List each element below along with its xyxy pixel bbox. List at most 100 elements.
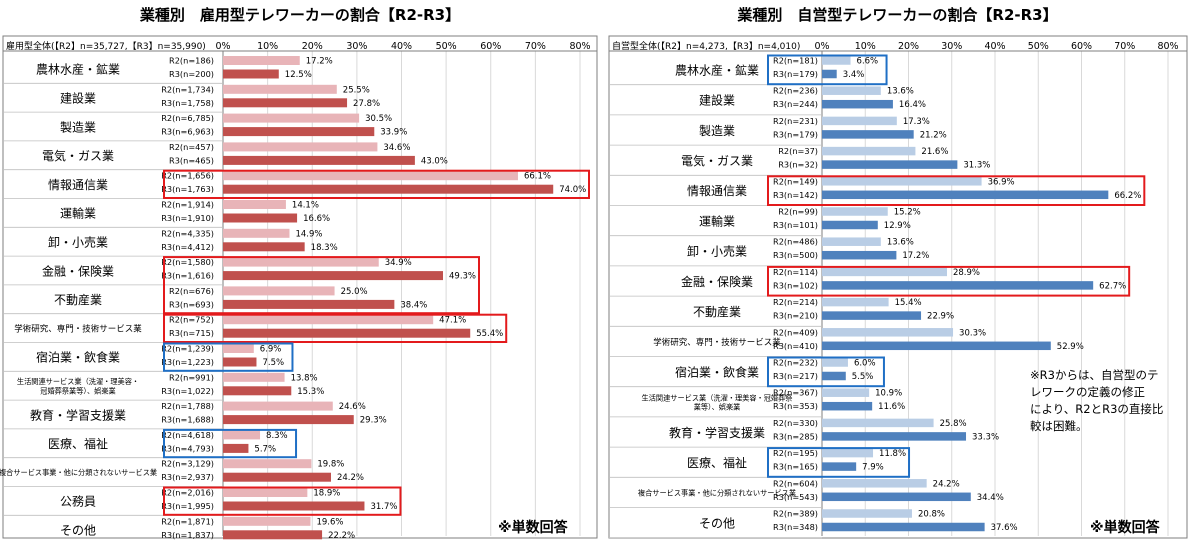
r2-sample-label: R2(n=4,335) — [161, 228, 214, 238]
r2-value-label: 17.2% — [306, 57, 333, 67]
definition-change-note: ※R3からは、自営型のテ レワークの定義の修正 により、R2とR3の直接比 較は困難。 — [1030, 367, 1182, 435]
industry-label: 医療、福祉 — [687, 455, 747, 470]
r2-sample-label: R2(n=389) — [773, 509, 818, 519]
right-single-answer-note: ※単数回答 — [1090, 520, 1160, 536]
r3-bar — [223, 155, 415, 165]
r2-value-label: 34.6% — [383, 143, 410, 153]
highlight-box — [767, 356, 885, 388]
r2-value-label: 34.9% — [385, 258, 412, 268]
r3-sample-label: R3(n=1,022) — [161, 386, 214, 396]
r2-bar — [822, 267, 947, 277]
r3-bar — [822, 311, 922, 320]
r2-sample-label: R2(n=114) — [773, 267, 818, 277]
r3-bar — [223, 271, 444, 281]
r3-bar — [822, 99, 893, 109]
r2-sample-label: R2(n=195) — [773, 448, 818, 458]
r3-sample-label: R3(n=101) — [773, 220, 818, 230]
r3-bar — [223, 530, 323, 540]
r3-sample-label: R3(n=1,758) — [161, 98, 214, 108]
r3-value-label: 22.9% — [927, 312, 954, 322]
r2-bar — [223, 171, 518, 181]
r3-value-label: 16.4% — [899, 100, 926, 110]
highlight-box — [767, 175, 1146, 207]
r3-sample-label: R3(n=1,223) — [161, 357, 214, 367]
x-tick-label: 0% — [215, 41, 230, 52]
r2-bar — [223, 56, 300, 65]
r2-value-label: 13.6% — [887, 238, 914, 248]
r3-bar — [223, 472, 331, 482]
x-tick-label: 30% — [941, 41, 962, 52]
r3-bar — [223, 98, 348, 108]
r3-bar — [822, 190, 1109, 200]
r3-bar — [223, 127, 375, 137]
r2-bar — [223, 430, 261, 440]
r3-value-label: 33.3% — [972, 432, 999, 442]
r2-value-label: 30.5% — [365, 114, 392, 124]
r3-sample-label: R3(n=1,837) — [161, 530, 214, 540]
r2-bar — [223, 113, 360, 123]
r3-value-label: 43.0% — [421, 156, 448, 166]
r3-sample-label: R3(n=410) — [773, 341, 818, 351]
industry-label: 農林水産・鉱業 — [675, 62, 759, 77]
r3-value-label: 31.7% — [370, 502, 397, 512]
industry-label: 公務員 — [60, 495, 96, 509]
r2-value-label: 36.9% — [988, 177, 1015, 187]
r3-sample-label: R3(n=348) — [773, 522, 818, 532]
r2-value-label: 6.6% — [857, 57, 879, 67]
r3-sample-label: R3(n=4,793) — [161, 443, 214, 453]
r3-sample-label: R3(n=285) — [773, 431, 818, 441]
r2-bar — [223, 200, 286, 209]
r2-bar — [822, 448, 874, 458]
r2-value-label: 20.8% — [918, 510, 945, 520]
r2-value-label: 19.6% — [316, 517, 343, 527]
highlight-box — [767, 447, 911, 478]
r3-value-label: 34.4% — [977, 493, 1004, 503]
industry-label: 業等）、娯楽業 — [694, 402, 741, 411]
r2-sample-label: R2(n=4,618) — [161, 430, 214, 440]
industry-label: その他 — [699, 516, 735, 530]
r3-value-label: 29.3% — [360, 416, 387, 426]
r2-value-label: 13.6% — [887, 87, 914, 97]
r3-bar — [822, 281, 1094, 290]
r2-bar — [822, 328, 954, 337]
r3-sample-label: R3(n=353) — [773, 401, 818, 411]
r2-sample-label: R2(n=991) — [169, 372, 214, 382]
industry-label: 冠婚葬祭業等）、娯楽業 — [40, 386, 115, 395]
label-column — [610, 51, 822, 536]
r3-value-label: 24.2% — [337, 473, 364, 483]
r3-sample-label: R3(n=142) — [773, 190, 818, 200]
chart-frame — [608, 35, 1188, 539]
r2-value-label: 24.6% — [339, 402, 366, 412]
r2-bar — [822, 237, 881, 246]
industry-label: 運輸業 — [60, 206, 96, 221]
industry-label: 建設業 — [60, 91, 96, 106]
x-tick-label: 80% — [569, 41, 590, 52]
r3-bar — [223, 501, 365, 511]
r2-value-label: 19.8% — [317, 460, 344, 470]
industry-label: 学術研究、専門・技術サービス業 — [14, 324, 142, 335]
r2-value-label: 24.2% — [933, 479, 960, 489]
industry-label: 建設業 — [699, 93, 735, 108]
r3-value-label: 27.8% — [353, 99, 380, 109]
x-tick-label: 80% — [1157, 41, 1178, 52]
r2-sample-label: R2(n=1,788) — [161, 401, 214, 411]
r2-value-label: 13.8% — [291, 373, 318, 383]
industry-label: 卸・小売業 — [687, 244, 747, 259]
highlight-box — [163, 256, 481, 315]
note-line: レワークの定義の修正 — [1030, 385, 1145, 399]
industry-label: 運輸業 — [699, 213, 735, 228]
r3-value-label: 12.9% — [884, 221, 911, 231]
r3-bar — [822, 432, 967, 441]
x-tick-label: 30% — [346, 41, 367, 52]
r3-value-label: 7.5% — [262, 358, 284, 368]
r3-value-label: 74.0% — [559, 185, 586, 195]
left-chart-title: 業種別 雇用型テレワーカーの割合【R2-R3】 — [139, 6, 461, 24]
r2-sample-label: R2(n=181) — [773, 56, 818, 66]
r2-sample-label: R2(n=486) — [773, 237, 818, 247]
highlight-box — [163, 342, 294, 372]
r2-sample-label: R2(n=1,734) — [161, 84, 214, 94]
r3-value-label: 5.5% — [852, 372, 874, 382]
r3-sample-label: R3(n=102) — [773, 280, 818, 290]
industry-label: 学術研究、専門・技術サービス業 — [653, 337, 781, 348]
